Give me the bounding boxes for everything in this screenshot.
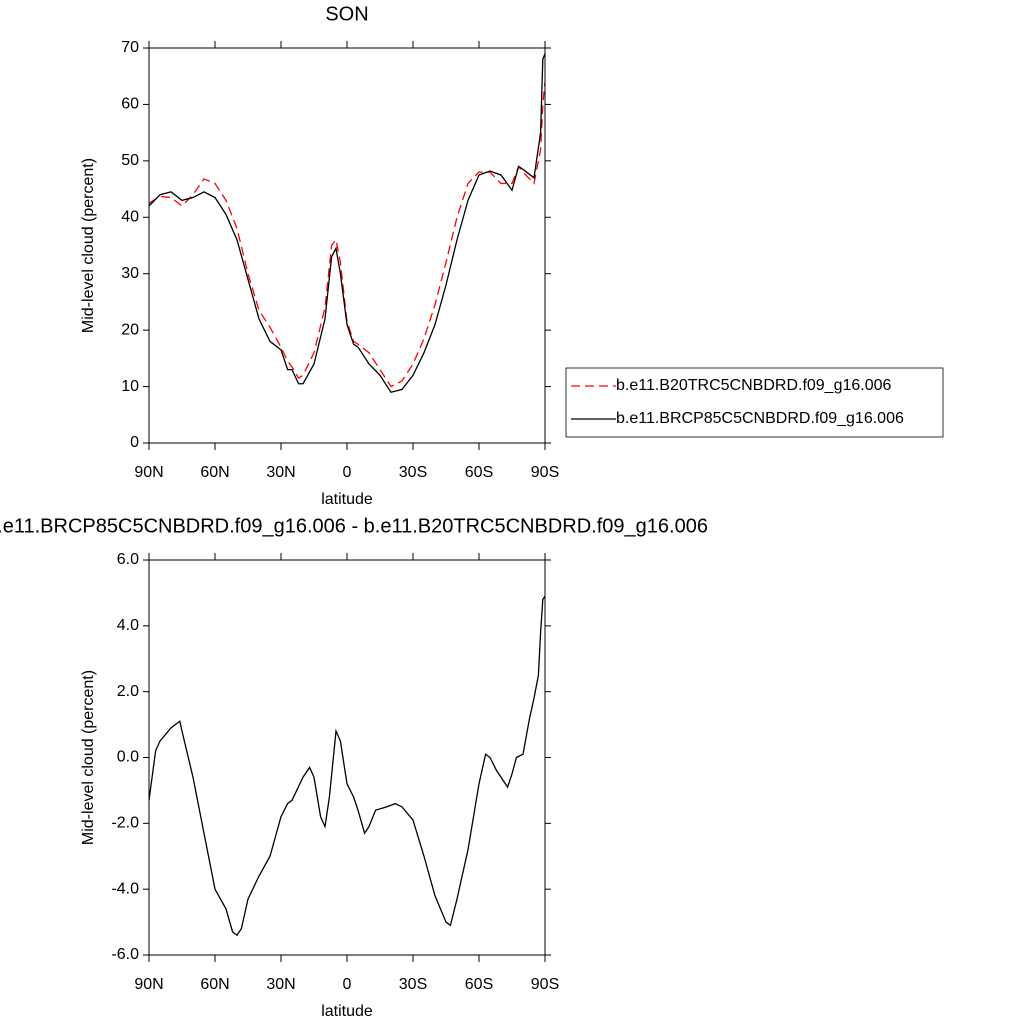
y-tick-label: 0.0 bbox=[117, 749, 139, 766]
data-line bbox=[148, 53, 546, 393]
legend-label: b.e11.BRCP85C5CNBDRD.f09_g16.006 bbox=[616, 410, 904, 427]
x-tick-label: 60S bbox=[465, 464, 493, 481]
x-axis-label: latitude bbox=[321, 491, 373, 508]
x-tick-label: 30S bbox=[399, 464, 427, 481]
y-tick-label: -4.0 bbox=[111, 880, 139, 897]
y-tick-label: 60 bbox=[121, 96, 139, 113]
data-line bbox=[148, 81, 546, 388]
y-tick-label: 20 bbox=[121, 321, 139, 338]
x-tick-label: 30N bbox=[266, 976, 295, 993]
x-tick-label: 60S bbox=[465, 976, 493, 993]
x-axis-label: latitude bbox=[321, 1003, 373, 1020]
x-tick-label: 90S bbox=[531, 464, 559, 481]
y-tick-label: 30 bbox=[121, 265, 139, 282]
y-tick-label: 6.0 bbox=[117, 551, 139, 568]
y-tick-label: 10 bbox=[121, 378, 139, 395]
y-tick-label: 2.0 bbox=[117, 683, 139, 700]
y-axis-label: Mid-level cloud (percent) bbox=[80, 670, 97, 845]
y-tick-label: -6.0 bbox=[111, 946, 139, 963]
y-tick-label: 40 bbox=[121, 209, 139, 226]
legend-box bbox=[565, 367, 944, 438]
y-tick-label: 4.0 bbox=[117, 617, 139, 634]
x-tick-label: 30S bbox=[399, 976, 427, 993]
x-tick-label: 90S bbox=[531, 976, 559, 993]
y-tick-label: 70 bbox=[121, 39, 139, 56]
x-tick-label: 90N bbox=[134, 464, 163, 481]
chart-title: SON bbox=[325, 3, 368, 25]
plot-frame bbox=[148, 559, 546, 956]
y-tick-label: 0 bbox=[130, 434, 139, 451]
data-line bbox=[148, 595, 546, 937]
x-tick-label: 90N bbox=[134, 976, 163, 993]
y-tick-label: 50 bbox=[121, 152, 139, 169]
x-tick-label: 30N bbox=[266, 464, 295, 481]
x-tick-label: 60N bbox=[200, 976, 229, 993]
y-tick-label: -2.0 bbox=[111, 815, 139, 832]
x-tick-label: 0 bbox=[343, 464, 352, 481]
x-tick-label: 0 bbox=[343, 976, 352, 993]
chart-title: b.e11.BRCP85C5CNBDRD.f09_g16.006 - b.e11… bbox=[0, 515, 708, 537]
x-tick-label: 60N bbox=[200, 464, 229, 481]
legend-label: b.e11.B20TRC5CNBDRD.f09_g16.006 bbox=[616, 377, 892, 394]
plot-frame bbox=[148, 47, 546, 444]
y-axis-label: Mid-level cloud (percent) bbox=[80, 158, 97, 333]
